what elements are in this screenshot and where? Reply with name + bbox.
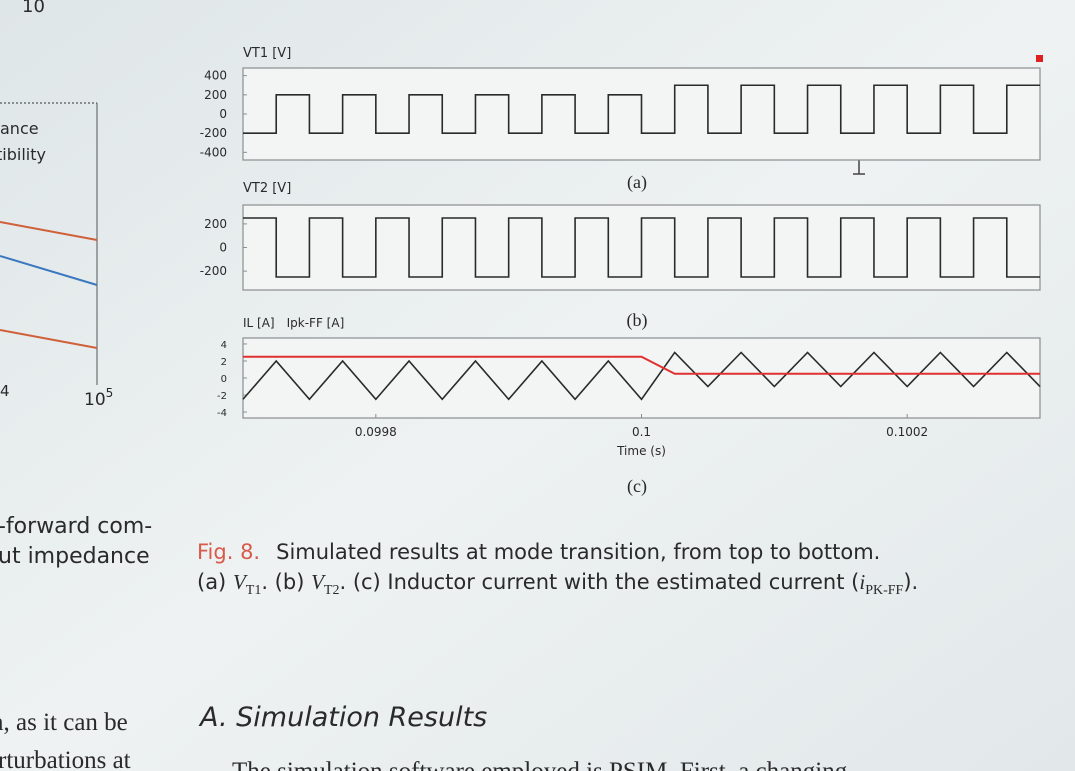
caption-text: . (c) Inductor current with the estimate… — [339, 570, 859, 594]
caption-sub: PK-FF — [865, 583, 903, 598]
x-axis-label: Time (s) — [616, 444, 666, 458]
marker — [1036, 55, 1043, 62]
caption-math: V — [311, 570, 326, 594]
chart-title: VT1 [V] — [243, 46, 291, 61]
y-tick-label: -200 — [200, 264, 227, 278]
y-tick-label: 400 — [204, 69, 227, 83]
y-tick-label: 2 — [221, 357, 227, 368]
curve-fragment — [0, 329, 98, 349]
body-text: The simulation software employed is PSIM… — [232, 758, 848, 771]
y-tick-label: 0 — [219, 241, 227, 255]
body-text: ut impedance — [0, 544, 150, 569]
tick-fragment: 4 — [0, 382, 10, 400]
x-tick-label: 0.0998 — [355, 425, 397, 439]
caption-text: ). — [903, 570, 918, 594]
series-line — [243, 217, 1040, 278]
y-tick-label: 0 — [221, 374, 227, 385]
caption-math: i — [859, 570, 865, 594]
caption-text: (a) — [197, 570, 233, 594]
legend-entry: IL [A] — [243, 316, 275, 330]
x-tick-label: 0.1002 — [886, 425, 928, 439]
y-tick-label: -4 — [217, 408, 227, 419]
series-line — [242, 351, 1041, 401]
y-tick-label: 200 — [204, 217, 227, 231]
tick-exponent: 5 — [106, 386, 114, 400]
y-tick-label: 4 — [221, 340, 227, 351]
section-heading: A. Simulation Results — [198, 702, 487, 733]
caption-line: (a) VT1. (b) VT2. (c) Inductor current w… — [197, 570, 918, 598]
caption-line: Fig. 8. Simulated results at mode transit… — [197, 540, 880, 564]
caption-label: Fig. 8. — [197, 540, 260, 564]
curve-fragment — [0, 221, 98, 241]
legend-fragment: ance — [0, 119, 39, 138]
tick-label: 105 — [84, 386, 113, 410]
series-line — [243, 84, 1040, 134]
caption-sub: T2 — [324, 583, 340, 598]
axis-fragment-label: 10 — [22, 0, 45, 17]
legend-entry: Ipk-FF [A] — [287, 316, 345, 330]
chart-title: VT2 [V] — [243, 181, 291, 196]
caption-sub: T1 — [246, 583, 262, 598]
body-text: rturbations at — [0, 747, 131, 771]
legend-fragment: tibility — [0, 145, 46, 164]
caption-text: Simulated results at mode transition, fr… — [276, 540, 880, 564]
panel-label: (b) — [627, 310, 648, 331]
caption-math: V — [233, 570, 248, 594]
x-tick-label: 0.1 — [632, 425, 651, 439]
y-tick-label: 200 — [204, 88, 227, 102]
y-tick-label: -2 — [217, 391, 227, 402]
y-tick-label: -200 — [200, 126, 227, 140]
plot-frame — [242, 337, 1041, 419]
tick-base: 10 — [84, 390, 106, 410]
y-tick-label: -400 — [200, 145, 227, 159]
curve-fragment — [0, 255, 98, 286]
body-text: -forward com- — [0, 514, 152, 539]
y-tick-label: 0 — [219, 107, 227, 121]
caption-text: . (b) — [261, 570, 311, 594]
body-text: n, as it can be — [0, 709, 128, 736]
panel-label: (c) — [627, 476, 647, 497]
panel-label: (a) — [627, 172, 647, 193]
series-line — [243, 355, 1040, 375]
